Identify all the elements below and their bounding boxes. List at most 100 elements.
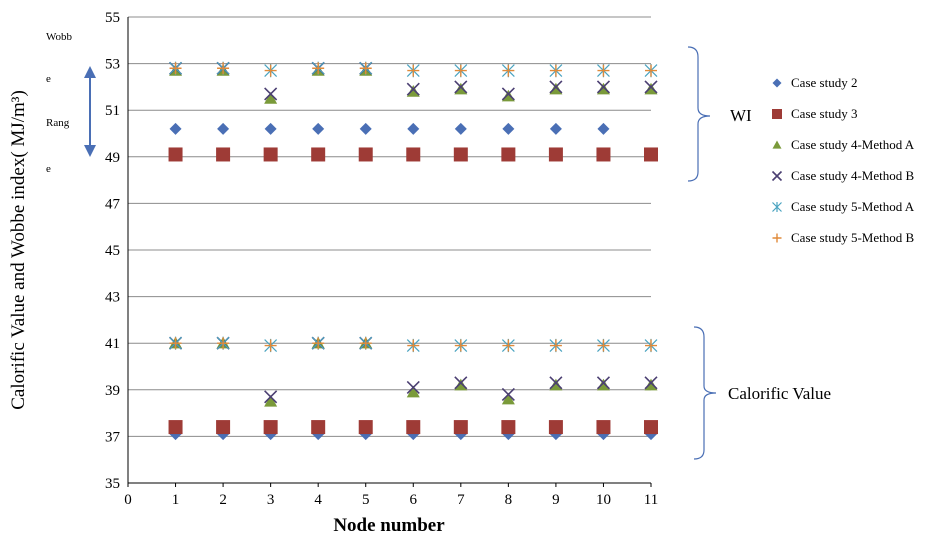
point-triangle: [644, 378, 658, 391]
point-triangle: [406, 85, 420, 97]
point-plus: [407, 339, 420, 352]
point-x: [264, 390, 278, 404]
legend-label: Case study 5-Method A: [791, 199, 915, 214]
series-6: [169, 62, 657, 352]
legend-item: Case study 5-Method B: [772, 230, 914, 245]
point-square: [548, 147, 563, 162]
point-square: [263, 420, 278, 435]
series-2: [168, 147, 658, 435]
point-x: [454, 376, 468, 390]
point-square: [772, 109, 782, 119]
point-square: [311, 420, 326, 435]
y-tick-label: 53: [105, 57, 120, 73]
point-plus: [359, 337, 372, 350]
point-x: [501, 87, 515, 101]
point-diamond: [312, 122, 325, 135]
point-x: [644, 80, 658, 94]
point-square: [263, 147, 278, 162]
point-square: [216, 147, 231, 162]
point-x: [549, 376, 563, 390]
point-x: [644, 376, 658, 390]
point-triangle: [596, 82, 610, 95]
x-tick-label: 10: [596, 492, 611, 508]
series-3: [169, 64, 658, 407]
point-plus: [502, 339, 515, 352]
point-square: [358, 420, 373, 435]
point-plus: [549, 64, 562, 77]
y-tick-label: 37: [105, 429, 121, 445]
y-tick-label: 47: [105, 196, 121, 212]
point-triangle: [501, 89, 515, 102]
legend-item: Case study 3: [772, 106, 857, 121]
wi-bracket: [687, 46, 711, 182]
point-x: [406, 380, 420, 395]
wi-label: WI: [730, 106, 752, 125]
point-x: [501, 387, 515, 402]
point-square: [501, 420, 516, 435]
x-tick-label: 11: [644, 492, 658, 508]
x-tick-label: 2: [219, 492, 227, 508]
point-square: [216, 420, 231, 435]
x-tick-label: 8: [505, 492, 513, 508]
x-tick-label: 9: [552, 492, 560, 508]
point-plus: [169, 337, 182, 350]
series-5: [169, 61, 658, 353]
point-triangle: [644, 82, 658, 95]
point-diamond: [502, 122, 515, 135]
wi-annotation: WI: [687, 46, 752, 182]
data-points: [168, 61, 658, 441]
point-triangle: [501, 392, 515, 405]
y-tick-label: 41: [105, 336, 120, 352]
point-x: [596, 376, 611, 390]
x-tick-label: 3: [267, 492, 275, 508]
point-diamond: [264, 122, 277, 135]
x-tick-label: 4: [314, 492, 322, 508]
point-plus: [264, 339, 277, 352]
y-tick-label: 49: [105, 150, 120, 166]
point-plus: [502, 64, 515, 77]
y-tick-label: 43: [105, 290, 120, 306]
point-square: [548, 420, 563, 435]
point-plus: [359, 62, 372, 75]
point-square: [501, 147, 516, 162]
point-triangle: [549, 82, 563, 95]
legend-item: Case study 5-Method A: [772, 199, 915, 214]
point-square: [644, 420, 658, 435]
legend-item: Case study 2: [772, 75, 857, 90]
legend-label: Case study 5-Method B: [791, 230, 914, 245]
x-tick-label: 0: [124, 492, 132, 508]
wobbe-range-annotation: Wobb e Rang e: [46, 31, 96, 175]
point-square: [168, 420, 183, 435]
legend-label: Case study 4-Method A: [791, 137, 915, 152]
point-triangle: [454, 378, 468, 391]
point-plus: [312, 337, 325, 350]
point-plus: [597, 339, 610, 352]
cv-bracket: [693, 326, 717, 460]
point-square: [453, 147, 468, 162]
point-square: [406, 147, 421, 162]
point-x: [596, 80, 611, 94]
point-triangle: [549, 378, 563, 391]
point-plus: [264, 64, 277, 77]
y-tick-label: 35: [105, 476, 120, 492]
point-triangle: [454, 82, 468, 95]
point-plus: [407, 64, 420, 77]
point-triangle: [264, 92, 278, 104]
point-square: [358, 147, 373, 162]
point-plus: [454, 64, 467, 77]
point-square: [311, 147, 326, 162]
point-diamond: [407, 122, 420, 135]
point-square: [453, 420, 468, 435]
range-arrow-icon: [84, 66, 96, 157]
y-tick-label: 45: [105, 243, 120, 259]
point-plus: [645, 339, 657, 352]
wobbe-range-line-1: Wobb: [46, 31, 73, 43]
point-x: [454, 80, 468, 94]
point-square: [596, 147, 611, 162]
legend-item: Case study 4-Method A: [772, 137, 915, 152]
wobbe-range-line-2: e: [46, 73, 51, 85]
point-diamond: [772, 78, 782, 88]
y-tick-label: 55: [105, 10, 120, 26]
arrow-head-up: [84, 66, 96, 78]
